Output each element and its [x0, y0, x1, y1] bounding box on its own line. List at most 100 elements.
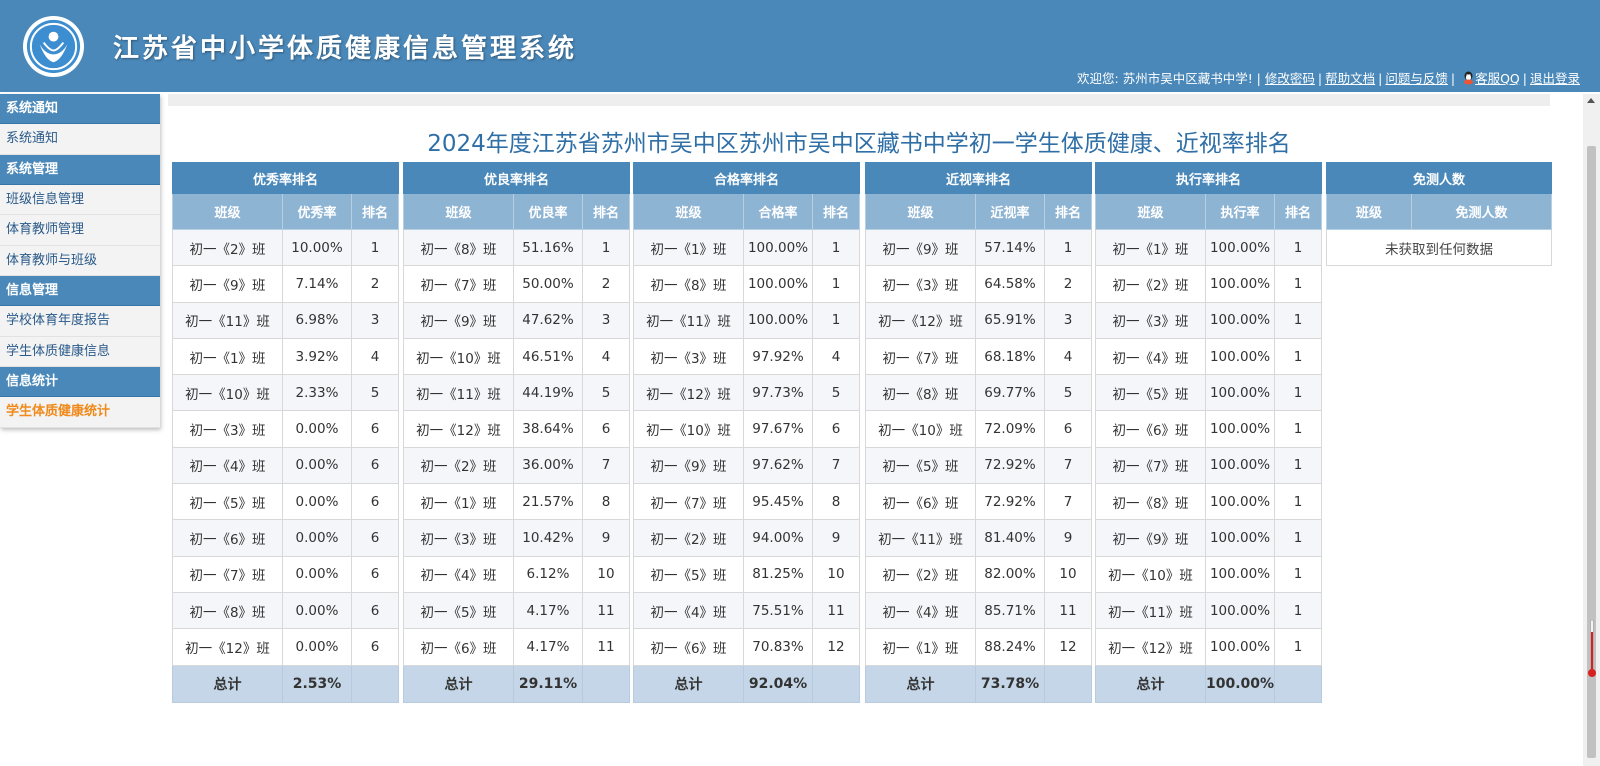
- scroll-up-arrow-icon[interactable]: [1587, 98, 1595, 103]
- table-row: 初一《5》班 81.25% 10: [633, 555, 861, 593]
- sidebar-group-header[interactable]: 信息统计: [0, 367, 160, 397]
- table-row: 初一《9》班 47.62% 3: [403, 301, 631, 339]
- table-cell: 初一《12》班: [172, 628, 283, 666]
- table-row: 初一《11》班 81.40% 9: [865, 519, 1093, 557]
- good-rate-table: 优良率排名 班级 优良率 排名 初一《8》班 51.16% 1 初一《7》班 50.00% 2 初一…: [402, 162, 631, 703]
- table-cell: 65.91%: [975, 301, 1045, 339]
- table-cell: 初一《4》班: [172, 446, 283, 485]
- table-cell: 100.00%: [743, 265, 813, 303]
- table-cell: 68.18%: [975, 337, 1045, 376]
- total-value: 100.00%: [1205, 664, 1275, 703]
- user-bar: 欢迎您: 苏州市吴中区藏书中学! | 修改密码 | 帮助文档 | 问题与反馈 | 客服QQ…: [1077, 71, 1580, 86]
- school-health-logo-icon: [22, 15, 85, 78]
- sidebar-nav: 系统通知 系统通知 系统管理 班级信息管理 体育教师管理 体育教师与班级 信息管理 学校体育年…: [0, 94, 160, 428]
- column-header: 优秀率: [282, 193, 352, 230]
- service-qq-label: 客服QQ: [1475, 71, 1520, 86]
- column-header: 排名: [350, 193, 400, 230]
- scroll-thumb[interactable]: [1587, 146, 1596, 758]
- content-top-strip: [168, 94, 1550, 106]
- sidebar-item[interactable]: 学生体质健康信息: [0, 336, 160, 367]
- column-header: 免测人数: [1410, 193, 1553, 230]
- table-row: 初一《7》班 50.00% 2: [403, 265, 631, 303]
- column-header: 班级: [172, 193, 283, 230]
- table-cell: 1: [1273, 628, 1323, 666]
- table-cell: 6: [1043, 410, 1093, 448]
- sidebar-item[interactable]: 系统通知: [0, 124, 160, 155]
- table-cell: 2.33%: [282, 374, 352, 412]
- table-title: 合格率排名: [632, 162, 861, 194]
- table-row: 初一《11》班 100.00% 1: [1095, 591, 1323, 630]
- table-cell: 0.00%: [282, 555, 352, 593]
- sidebar-group-header[interactable]: 信息管理: [0, 276, 160, 306]
- table-title: 优良率排名: [402, 162, 631, 194]
- table-cell: 9: [1043, 519, 1093, 557]
- table-cell: 初一《5》班: [172, 483, 283, 521]
- table-cell: 7: [581, 446, 631, 485]
- total-row: 总计 100.00%: [1095, 664, 1323, 703]
- table-cell: 6.12%: [513, 555, 583, 593]
- sidebar-item[interactable]: 班级信息管理: [0, 184, 160, 215]
- sidebar-item[interactable]: 体育教师与班级: [0, 245, 160, 276]
- table-row: 初一《6》班 0.00% 6: [172, 519, 400, 557]
- sidebar-item[interactable]: 学生体质健康统计: [0, 397, 160, 428]
- table-cell: 1: [811, 301, 861, 339]
- total-value: 2.53%: [282, 664, 352, 703]
- table-row: 初一《4》班 0.00% 6: [172, 446, 400, 485]
- table-cell: 97.73%: [743, 374, 813, 412]
- table-cell: 1: [1273, 591, 1323, 630]
- column-header: 班级: [1326, 193, 1412, 230]
- table-row: 初一《6》班 100.00% 1: [1095, 410, 1323, 448]
- total-row: 总计 92.04%: [633, 664, 861, 703]
- table-row: 初一《1》班 3.92% 4: [172, 337, 400, 376]
- table-cell: 初一《5》班: [1095, 374, 1206, 412]
- total-row: 总计 73.78%: [865, 664, 1093, 703]
- sidebar-item[interactable]: 学校体育年度报告: [0, 306, 160, 337]
- table-cell: 初一《5》班: [865, 446, 976, 485]
- table-row: 初一《10》班 72.09% 6: [865, 410, 1093, 448]
- column-header: 优良率: [513, 193, 583, 230]
- table-cell: 初一《10》班: [172, 374, 283, 412]
- table-row: 初一《1》班 100.00% 1: [633, 228, 861, 267]
- sidebar-item[interactable]: 体育教师管理: [0, 215, 160, 246]
- table-cell: 6: [350, 628, 400, 666]
- table-cell: 初一《4》班: [403, 555, 514, 593]
- table-row: 初一《7》班 68.18% 4: [865, 337, 1093, 376]
- table-cell: 初一《11》班: [172, 301, 283, 339]
- sidebar-group-header[interactable]: 系统通知: [0, 94, 160, 124]
- table-cell: 100.00%: [1205, 483, 1275, 521]
- help-docs-link[interactable]: 帮助文档: [1325, 71, 1376, 86]
- table-cell: 6: [581, 410, 631, 448]
- table-cell: 1: [1273, 228, 1323, 267]
- total-value: 92.04%: [743, 664, 813, 703]
- execution-rate-table: 执行率排名 班级 执行率 排名 初一《1》班 100.00% 1 初一《2》班 100.00% 1…: [1094, 162, 1323, 703]
- table-row: 初一《9》班 97.62% 7: [633, 446, 861, 485]
- table-cell: 1: [1273, 337, 1323, 376]
- total-row: 总计 2.53%: [172, 664, 400, 703]
- table-cell: 3: [581, 301, 631, 339]
- change-password-link[interactable]: 修改密码: [1264, 71, 1315, 86]
- table-row: 初一《8》班 100.00% 1: [633, 265, 861, 303]
- column-header: 排名: [1273, 193, 1323, 230]
- table-cell: 初一《3》班: [865, 265, 976, 303]
- total-label: 总计: [403, 664, 514, 703]
- table-cell: 10.00%: [282, 228, 352, 267]
- page-scrollbar[interactable]: [1583, 94, 1600, 766]
- table-row: 初一《8》班 0.00% 6: [172, 591, 400, 630]
- table-cell: 7: [1043, 483, 1093, 521]
- excellent-rate-table: 优秀率排名 班级 优秀率 排名 初一《2》班 10.00% 1 初一《9》班 7.14% 2 初一《…: [171, 162, 400, 703]
- exempt-count-table: 免测人数 班级 免测人数 未获取到任何数据: [1325, 162, 1553, 267]
- service-qq-link[interactable]: 客服QQ: [1462, 71, 1520, 86]
- table-row: 初一《3》班 100.00% 1: [1095, 301, 1323, 339]
- feedback-link[interactable]: 问题与反馈: [1385, 71, 1448, 86]
- table-row: 初一《8》班 51.16% 1: [403, 228, 631, 267]
- sidebar-group-header[interactable]: 系统管理: [0, 154, 160, 185]
- table-cell: 100.00%: [743, 228, 813, 267]
- table-row: 初一《9》班 7.14% 2: [172, 265, 400, 303]
- logout-link[interactable]: 退出登录: [1529, 71, 1580, 86]
- table-row: 初一《1》班 88.24% 12: [865, 628, 1093, 666]
- table-row: 初一《11》班 44.19% 5: [403, 374, 631, 412]
- table-cell: 初一《8》班: [403, 228, 514, 267]
- qq-penguin-icon: [1464, 71, 1474, 85]
- table-cell: 7.14%: [282, 265, 352, 303]
- table-cell: 8: [581, 483, 631, 521]
